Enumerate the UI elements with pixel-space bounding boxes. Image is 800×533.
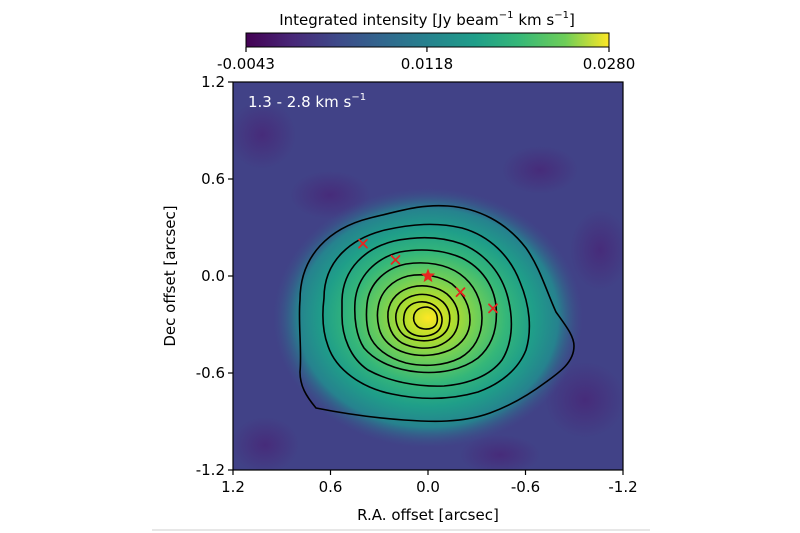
emission-region — [273, 188, 583, 448]
background-blotch — [460, 435, 540, 470]
y-axis-label: Dec offset [arcsec] — [161, 205, 179, 346]
contour-level-7 — [387, 285, 460, 349]
colorbar-tick-label: 0.0280 — [583, 55, 636, 73]
y-tick-label: -0.6 — [196, 364, 225, 382]
cross-marker — [488, 303, 498, 314]
background-blotch — [570, 210, 623, 290]
contour-level-4 — [353, 249, 498, 374]
contours — [298, 204, 575, 423]
cross-marker — [358, 238, 368, 249]
axis-ticks: 1.2 0.6 0.0 -0.6 -1.21.20.60.0-0.6-1.2 — [196, 73, 638, 496]
panel-label: 1.3 - 2.8 km s−1 — [248, 92, 366, 111]
contour-level-5 — [365, 262, 483, 367]
contour-level-10 — [412, 306, 439, 330]
intensity-map — [233, 82, 623, 470]
contour-level-9 — [402, 301, 443, 338]
source-markers — [358, 238, 498, 314]
colorbar-tick-label: -0.0043 — [217, 55, 275, 73]
background-blotch — [502, 146, 578, 194]
y-tick-label: 0.0 — [201, 267, 225, 285]
y-tick-label: -1.2 — [196, 461, 225, 479]
colorbar-title: Integrated intensity [Jy beam−1 km s−1] — [279, 10, 575, 29]
colorbar: Integrated intensity [Jy beam−1 km s−1] … — [217, 10, 635, 73]
background-blotch — [545, 362, 623, 438]
colorbar-gradient — [245, 32, 610, 48]
contour-level-6 — [376, 274, 471, 357]
x-tick-label: 0.6 — [319, 478, 343, 496]
x-axis-label: R.A. offset [arcsec] — [357, 506, 499, 524]
y-tick-label: 0.6 — [201, 170, 225, 188]
colorbar-tick-label: 0.0118 — [401, 55, 454, 73]
star-marker — [420, 268, 436, 283]
x-tick-label: -0.6 — [511, 478, 540, 496]
x-tick-label: 1.2 — [221, 478, 245, 496]
background-blotch — [233, 101, 296, 169]
contour-level-1 — [298, 204, 575, 423]
cross-marker — [390, 254, 401, 265]
contour-level-2 — [322, 223, 531, 400]
x-tick-label: -1.2 — [608, 478, 637, 496]
y-tick-label: 1.2 — [201, 73, 225, 91]
cross-marker — [455, 287, 466, 298]
colorbar-ticks: -0.0043 0.0118 0.0280 — [217, 47, 635, 73]
contour-level-8 — [395, 293, 451, 342]
contour-level-3 — [341, 236, 513, 387]
x-tick-label: 0.0 — [416, 478, 440, 496]
background-blotch — [233, 417, 299, 470]
